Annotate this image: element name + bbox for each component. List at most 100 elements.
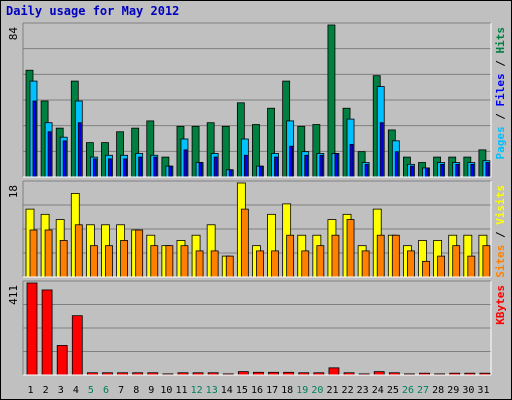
x-tick-label: 3: [58, 385, 64, 396]
bar-sites: [74, 224, 83, 278]
x-tick-label: 20: [311, 385, 323, 396]
bar-pages: [138, 156, 143, 178]
bar-pages: [243, 154, 248, 178]
x-tick-label: 31: [477, 385, 489, 396]
bar-pages: [77, 122, 82, 178]
bar-sites: [331, 234, 340, 278]
x-tick-label: 16: [251, 385, 263, 396]
x-tick-label: 28: [432, 385, 444, 396]
bar-sites: [256, 250, 264, 278]
chart-title: Daily usage for May 2012: [6, 4, 180, 18]
bar-pages: [394, 151, 399, 178]
bar-pages: [274, 156, 278, 178]
bar-pages: [259, 165, 263, 178]
bar-kbytes: [328, 367, 340, 376]
bar-pages: [455, 163, 460, 178]
x-tick-label: 5: [88, 385, 94, 396]
x-tick-label: 19: [296, 385, 308, 396]
bar-sites: [165, 245, 174, 278]
x-tick-label: 21: [326, 385, 338, 396]
legend-entry-visits: Visits: [494, 185, 507, 225]
panel-legend: Pages / Files / Hits: [494, 27, 507, 160]
bar-pages: [425, 167, 429, 178]
bar-sites: [407, 250, 415, 278]
x-tick-label: 23: [357, 385, 369, 396]
bar-sites: [120, 240, 128, 278]
x-tick-label: 18: [281, 385, 293, 396]
bar-pages: [228, 169, 233, 178]
bar-kbytes: [26, 282, 38, 376]
bar-sites: [240, 208, 249, 278]
x-tick-label: 11: [175, 385, 187, 396]
bar-sites: [467, 255, 476, 278]
x-tick-label: 12: [191, 385, 203, 396]
x-tick-label: 1: [28, 385, 34, 396]
panel-scale-label: 84: [7, 27, 20, 41]
legend-separator: /: [494, 225, 507, 245]
legend-entry-pages: Pages: [494, 126, 507, 159]
x-tick-label: 9: [148, 385, 154, 396]
bar-sites: [286, 234, 295, 278]
x-tick-label: 4: [73, 385, 79, 396]
bar-pages: [440, 163, 445, 178]
legend-entry-hits: Hits: [494, 27, 507, 54]
bar-pages: [319, 154, 324, 178]
bar-sites: [422, 260, 430, 278]
bar-pages: [470, 163, 475, 178]
bar-sites: [301, 250, 310, 278]
bar-kbytes: [237, 371, 249, 376]
bar-pages: [92, 158, 97, 178]
x-tick-label: 8: [133, 385, 139, 396]
bar-pages: [349, 144, 354, 178]
bar-sites: [361, 250, 370, 278]
bar-pages: [304, 154, 309, 178]
x-tick-label: 27: [417, 385, 429, 396]
x-tick-label: 22: [342, 385, 354, 396]
bar-sites: [391, 234, 400, 278]
bar-pages: [123, 158, 127, 178]
bar-sites: [452, 245, 461, 278]
bar-sites: [105, 245, 113, 278]
x-tick-label: 29: [447, 385, 459, 396]
bar-pages: [198, 162, 203, 178]
bar-kbytes: [56, 345, 68, 376]
x-tick-label: 17: [266, 385, 278, 396]
bar-sites: [44, 229, 53, 278]
bar-sites: [225, 255, 234, 278]
legend-entry-sites: Sites: [494, 245, 507, 278]
panel-scale-label: 411: [7, 285, 20, 305]
bar-kbytes: [41, 289, 53, 376]
bar-sites: [210, 250, 219, 278]
bar-sites: [180, 245, 189, 278]
bar-sites: [437, 255, 446, 278]
x-tick-label: 25: [387, 385, 399, 396]
x-tick-label: 6: [103, 385, 109, 396]
bar-pages: [32, 100, 37, 178]
x-tick-label: 2: [43, 385, 49, 396]
bar-pages: [485, 162, 490, 178]
bar-sites: [346, 219, 355, 278]
bar-sites: [89, 245, 98, 278]
bar-pages: [168, 165, 173, 178]
bar-sites: [482, 245, 491, 278]
x-tick-label: 15: [236, 385, 248, 396]
bar-sites: [59, 240, 68, 278]
legend-entry-files: Files: [494, 73, 507, 106]
bar-pages: [334, 153, 339, 178]
bar-pages: [153, 156, 158, 178]
bar-sites: [150, 245, 159, 278]
bar-sites: [376, 234, 385, 278]
bar-sites: [29, 229, 38, 278]
panel-legend: KBytes: [494, 285, 507, 325]
x-tick-label: 7: [118, 385, 124, 396]
bar-sites: [195, 250, 204, 278]
x-tick-label: 14: [221, 385, 233, 396]
bar-pages: [364, 163, 369, 178]
x-tick-label: 30: [462, 385, 474, 396]
bar-pages: [62, 140, 67, 178]
bar-pages: [183, 149, 188, 178]
bar-pages: [410, 165, 414, 178]
x-tick-label: 13: [206, 385, 218, 396]
